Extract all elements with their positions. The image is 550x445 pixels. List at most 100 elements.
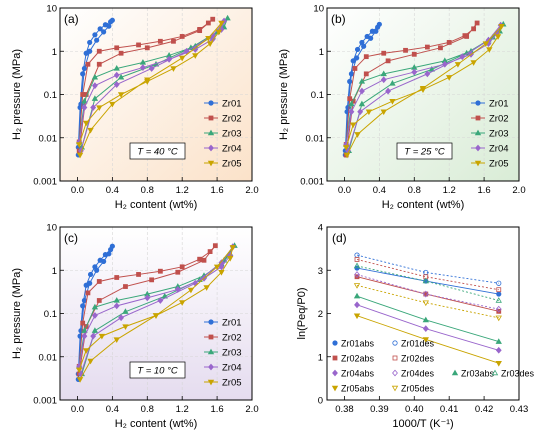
data-point: [357, 108, 364, 116]
data-point: [495, 305, 502, 313]
legend-label: Zr03: [222, 348, 242, 359]
data-point: [207, 129, 215, 136]
data-point: [114, 45, 120, 51]
data-point: [187, 287, 195, 294]
data-point: [166, 55, 173, 63]
data-point: [101, 29, 107, 35]
data-point: [475, 144, 481, 152]
legend-label: Zr02: [222, 333, 242, 344]
data-point: [208, 100, 214, 106]
data-point: [368, 35, 374, 41]
legend-label: Zr03: [489, 129, 509, 140]
data-point: [376, 21, 382, 27]
data-point: [422, 325, 429, 333]
x-tick-label: 2.0: [245, 404, 258, 415]
data-point: [94, 267, 100, 273]
data-point: [495, 297, 502, 303]
data-point: [353, 313, 361, 320]
temperature-note: T = 40 °C: [137, 147, 178, 158]
y-axis-label: H₂ pressure (MPa): [11, 49, 23, 140]
data-point: [331, 385, 339, 392]
data-point: [144, 45, 150, 51]
data-point: [157, 38, 163, 44]
data-point: [87, 39, 93, 46]
legend-label: Zr04abs: [341, 369, 375, 379]
data-point: [389, 80, 396, 86]
data-point: [385, 58, 391, 64]
data-point: [90, 332, 97, 340]
fit-line-zr04des: [356, 274, 499, 310]
data-point: [192, 46, 199, 53]
data-point: [495, 346, 502, 354]
data-point: [208, 144, 214, 152]
x-tick-label: 0.0: [338, 185, 351, 196]
data-point: [474, 160, 482, 167]
data-point: [213, 264, 221, 271]
y-tick-label: 0.1: [44, 309, 57, 320]
data-point: [91, 303, 99, 310]
data-point: [470, 60, 477, 66]
data-point: [422, 290, 429, 298]
y-tick-label: 0.001: [33, 177, 57, 188]
data-point: [80, 71, 86, 77]
legend-label: Zr01: [489, 99, 509, 110]
x-tick-label: 0.39: [370, 404, 389, 415]
x-tick-label: 0.8: [141, 185, 154, 196]
data-point: [389, 98, 396, 105]
legend-label: Zr02des: [401, 354, 435, 364]
data-point: [343, 145, 350, 151]
pct-panel-b: 0.0 0.4 0.8 1.2 1.6 2.0 0.001 0.01 0.1 1 10 H₂ cont…: [278, 4, 526, 212]
data-point: [91, 73, 99, 80]
data-point: [136, 42, 141, 48]
data-point: [218, 263, 225, 271]
data-point: [496, 308, 502, 314]
pct-panel-c: 0.0 0.4 0.8 1.2 1.6 2.0 0.001 0.01 0.1 1 10 H₂ cont…: [11, 223, 259, 431]
data-point: [361, 43, 367, 49]
data-point: [347, 78, 353, 85]
y-tick-label: 0.1: [44, 90, 57, 101]
data-point: [96, 48, 102, 54]
data-point: [422, 316, 429, 323]
x-tick-label: 0.0: [71, 404, 84, 415]
data-point: [201, 257, 207, 263]
data-point: [385, 87, 392, 95]
data-point: [81, 327, 88, 333]
data-point: [348, 100, 355, 107]
data-point: [97, 26, 103, 32]
data-point: [85, 290, 91, 296]
legend-label: Zr05des: [401, 384, 435, 394]
y-tick-label: 0.001: [300, 177, 324, 188]
data-point: [208, 334, 214, 340]
data-point: [348, 71, 355, 77]
data-point: [392, 369, 398, 377]
y-tick-label: 0.01: [306, 133, 325, 144]
data-point: [464, 34, 470, 39]
data-point: [98, 333, 106, 340]
data-point: [422, 277, 429, 284]
legend-label: Zr01: [222, 99, 242, 110]
vanthoff-panel-d: 0.38 0.39 0.40 0.41 0.42 0.43 0 1 2 3 4 1000/T (K⁻¹…: [296, 223, 535, 431]
data-point: [496, 280, 502, 286]
data-point: [224, 14, 231, 21]
temperature-box: [129, 361, 186, 379]
data-point: [474, 129, 482, 136]
y-tick-label: 0.01: [39, 133, 58, 144]
data-point: [94, 37, 100, 43]
data-point: [91, 327, 99, 333]
data-point: [207, 379, 215, 386]
data-point: [218, 259, 225, 267]
data-point: [354, 257, 360, 262]
y-tick-label: 3: [318, 266, 323, 277]
data-point: [174, 286, 181, 293]
data-point: [192, 53, 199, 59]
data-point: [354, 46, 361, 53]
x-tick-label: 0.8: [141, 404, 154, 415]
data-point: [81, 104, 88, 111]
y-tick-label: 1: [52, 266, 57, 277]
data-point: [118, 50, 124, 56]
data-point: [391, 385, 399, 392]
panel-label: (a): [64, 12, 79, 26]
data-point: [136, 272, 141, 277]
data-point: [419, 85, 427, 92]
data-point: [92, 32, 98, 38]
